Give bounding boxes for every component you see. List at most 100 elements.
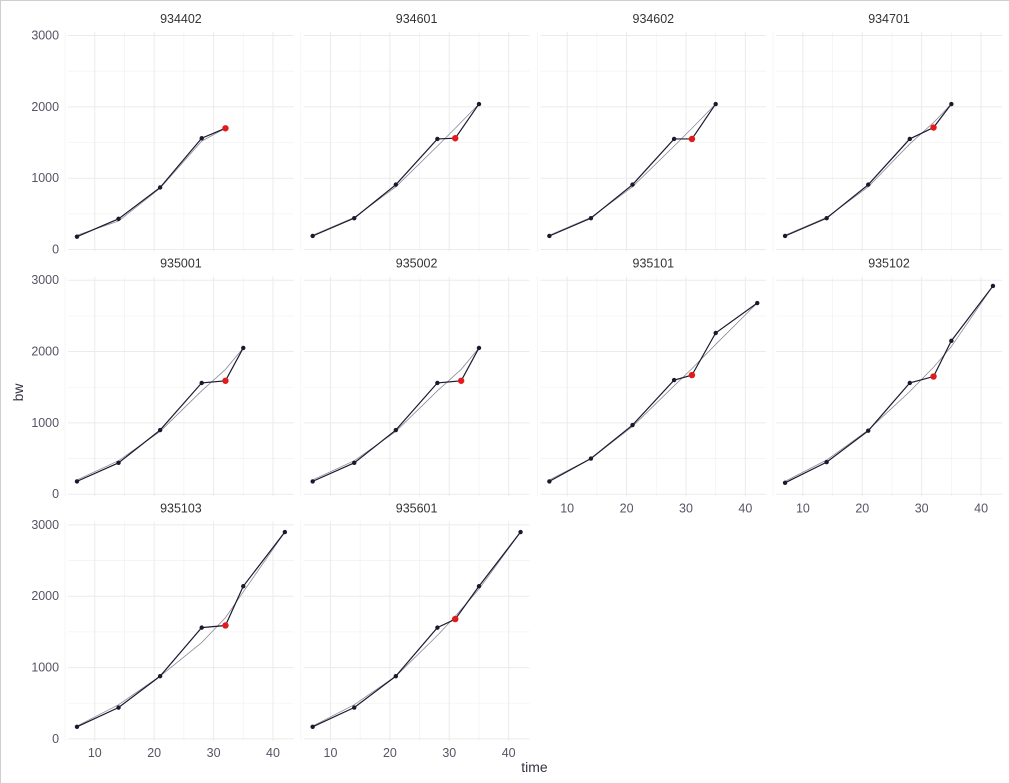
observed-point <box>157 185 163 190</box>
observed-point <box>435 380 440 386</box>
panel-935002: 935002 <box>300 257 530 497</box>
highlight-point <box>222 377 229 384</box>
x-tick-label: 30 <box>207 746 221 760</box>
observed-point <box>393 673 399 679</box>
x-tick-label: 10 <box>324 746 338 760</box>
observed-point <box>907 380 912 386</box>
observed-point <box>435 136 440 142</box>
x-tick-label: 40 <box>738 501 752 515</box>
x-tick-label: 40 <box>502 746 516 760</box>
observed-point <box>630 422 635 428</box>
panel-935601: 935601 10 20 30 40 <box>300 501 530 760</box>
observed-line <box>549 103 717 237</box>
fitted-line <box>76 347 244 481</box>
observed-point <box>588 456 594 461</box>
panel-934701: 934701 <box>772 12 1002 252</box>
x-tick-label: 40 <box>266 746 280 760</box>
x-tick-label: 10 <box>88 746 102 760</box>
observed-point <box>824 459 829 465</box>
observed-line <box>312 531 522 728</box>
observed-point <box>352 705 357 710</box>
x-tick-label: 10 <box>796 501 810 515</box>
observed-point <box>199 136 204 141</box>
panel-935001: 935001 0 1000 2000 3000 <box>31 257 294 501</box>
observed-point <box>310 233 315 239</box>
highlight-point <box>930 124 937 131</box>
observed-point <box>241 345 246 351</box>
highlight-point <box>688 135 696 143</box>
observed-point <box>157 427 163 433</box>
highlight-point <box>222 125 229 132</box>
observed-point <box>157 673 163 679</box>
panel-935102: 935102 10 20 30 40 <box>772 257 1002 515</box>
x-tick-label: 40 <box>974 501 988 515</box>
panel-title: 934602 <box>633 12 675 26</box>
x-tick-label: 20 <box>383 746 397 760</box>
observed-point <box>782 233 788 239</box>
fitted-line <box>784 103 952 236</box>
panel-title: 934601 <box>396 12 438 26</box>
observed-line <box>312 103 480 237</box>
observed-point <box>116 216 121 222</box>
observed-point <box>199 625 204 630</box>
x-tick-label: 20 <box>147 746 161 760</box>
observed-point <box>435 625 440 630</box>
observed-point <box>199 380 204 386</box>
observed-point <box>671 377 677 383</box>
observed-line <box>784 285 994 484</box>
x-tick-label: 20 <box>620 501 634 515</box>
observed-point <box>352 460 357 466</box>
observed-point <box>866 182 871 187</box>
observed-point <box>518 529 523 535</box>
y-tick-label: 1000 <box>31 416 59 430</box>
panel-title: 935601 <box>396 501 438 515</box>
fitted-line <box>549 302 758 481</box>
observed-point <box>588 215 594 221</box>
x-axis-title: time <box>521 759 548 775</box>
x-tick-label: 20 <box>855 501 869 515</box>
highlight-point <box>452 615 459 623</box>
fitted-line <box>76 531 286 727</box>
observed-point <box>476 345 482 351</box>
panel-title: 934701 <box>868 12 910 26</box>
observed-point <box>282 529 288 535</box>
fitted-line <box>312 103 480 236</box>
observed-line <box>549 302 758 482</box>
y-tick-label: 3000 <box>31 29 59 43</box>
observed-point <box>352 215 357 221</box>
y-tick-label: 2000 <box>31 589 59 603</box>
panel-934602: 934602 <box>537 12 767 252</box>
fitted-line <box>76 127 226 236</box>
panel-934601: 934601 <box>300 12 530 252</box>
observed-point <box>241 584 246 589</box>
observed-point <box>547 479 552 484</box>
y-tick-label: 0 <box>52 243 59 257</box>
x-tick-label: 30 <box>679 501 693 515</box>
fitted-line <box>549 103 716 236</box>
x-tick-label: 10 <box>560 501 574 515</box>
observed-point <box>782 480 788 486</box>
observed-line <box>312 347 480 482</box>
observed-point <box>310 479 315 484</box>
observed-point <box>907 136 912 142</box>
observed-point <box>547 233 552 239</box>
observed-point <box>949 101 954 107</box>
y-tick-label: 2000 <box>31 345 59 359</box>
highlight-point <box>452 135 459 142</box>
observed-point <box>74 724 80 729</box>
observed-point <box>74 234 80 239</box>
observed-point <box>116 460 121 466</box>
observed-point <box>476 101 482 107</box>
observed-line <box>76 347 244 482</box>
observed-point <box>713 330 718 336</box>
panel-935103: 935103 0 1000 2000 3000 10 20 30 40 <box>31 501 294 760</box>
panel-935101: 935101 10 20 30 40 <box>537 257 767 515</box>
observed-line <box>76 127 226 238</box>
observed-point <box>393 427 399 433</box>
y-tick-label: 1000 <box>31 171 59 185</box>
observed-point <box>310 724 315 729</box>
highlight-point <box>222 622 229 629</box>
observed-point <box>824 215 829 221</box>
y-tick-label: 1000 <box>31 661 59 675</box>
